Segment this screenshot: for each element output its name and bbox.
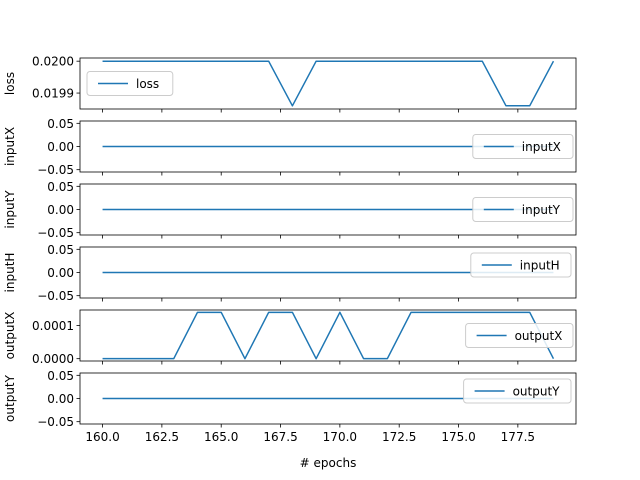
y-tick-label: 0.05: [47, 117, 74, 131]
y-tick-label: −0.05: [37, 226, 74, 240]
x-tick-label: 160.0: [85, 430, 119, 444]
x-tick-label: 162.5: [145, 430, 179, 444]
y-axis-label: inputX: [3, 127, 17, 166]
legend-box: [472, 197, 574, 222]
series-line-loss: [102, 60, 555, 107]
legend: loss: [86, 71, 174, 96]
y-tick-label: 0.05: [47, 243, 74, 257]
legend: inputH: [470, 252, 572, 278]
legend-box: [463, 378, 572, 404]
legend: inputY: [472, 197, 574, 222]
legend: inputX: [472, 134, 574, 159]
legend-label: inputX: [522, 140, 561, 154]
y-tick-label: 0.0199: [32, 87, 74, 101]
subplots: 0.0199 0.0200 loss loss −0.05 0.00 0.05 inputX i…: [3, 55, 577, 444]
y-tick-label: 0.00: [47, 203, 74, 217]
x-axis-label: # epochs: [300, 456, 357, 470]
legend-box: [472, 134, 574, 159]
y-tick-label: 0.00: [47, 140, 74, 154]
subplot-outputY: −0.05 0.00 0.05 outputY outputY 160.0 162.5 165…: [3, 369, 577, 444]
subplot-outputX: 0.0000 0.0001 outputX outputX: [3, 309, 577, 366]
legend: outputY: [463, 378, 572, 404]
y-tick-label: 0.00: [47, 266, 74, 280]
subplot-inputY: −0.05 0.00 0.05 inputY inputY: [3, 180, 577, 240]
legend: outputX: [465, 323, 574, 348]
y-axis-label: outputY: [3, 374, 17, 422]
y-tick-label: 0.05: [47, 180, 74, 194]
y-axis-label: loss: [3, 72, 17, 95]
subplot-loss: 0.0199 0.0200 loss loss: [3, 55, 577, 113]
legend-label: inputY: [522, 203, 561, 217]
y-tick-label: 0.0001: [32, 319, 74, 333]
subplot-inputH: −0.05 0.00 0.05 inputH inputH: [3, 243, 577, 303]
y-tick-label: 0.0200: [32, 55, 74, 69]
legend-label: inputH: [520, 259, 560, 273]
y-axis-label: outputX: [3, 312, 17, 360]
legend-label: loss: [136, 77, 159, 91]
series-line-outputX: [102, 311, 555, 360]
subplot-inputX: −0.05 0.00 0.05 inputX inputX: [3, 117, 577, 177]
x-tick-label: 175.0: [441, 430, 475, 444]
y-axis-label: inputH: [3, 253, 17, 293]
x-tick-label: 165.0: [204, 430, 238, 444]
y-tick-label: 0.05: [47, 369, 74, 383]
legend-box: [86, 71, 174, 96]
x-tick-label: 177.5: [501, 430, 535, 444]
y-tick-label: −0.05: [37, 289, 74, 303]
y-tick-label: −0.05: [37, 415, 74, 429]
x-tick-label: 170.0: [323, 430, 357, 444]
x-tick-label: 172.5: [382, 430, 416, 444]
y-tick-label: −0.05: [37, 163, 74, 177]
legend-label: outputY: [513, 385, 561, 399]
legend-box: [470, 252, 572, 278]
y-tick-label: 0.0000: [32, 352, 74, 366]
x-tick-label: 167.5: [263, 430, 297, 444]
legend-box: [465, 323, 574, 348]
y-axis-label: inputY: [3, 190, 17, 229]
y-tick-label: 0.00: [47, 392, 74, 406]
legend-label: outputX: [515, 329, 563, 343]
